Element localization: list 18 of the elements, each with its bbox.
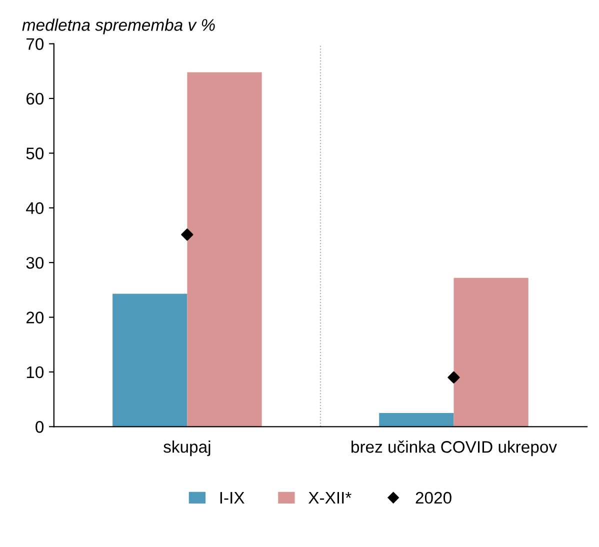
bar: [187, 72, 262, 427]
y-tick-label: 70: [26, 38, 44, 50]
x-tick-label: brez učinka COVID ukrepov: [352, 440, 557, 456]
legend-label: X-XII*: [308, 492, 352, 504]
legend-label: I-IX: [220, 492, 244, 504]
y-tick-label: 10: [26, 366, 44, 378]
y-tick-label: 0: [36, 421, 44, 433]
y-axis-title: medletna sprememba v %: [22, 18, 215, 34]
legend-label: 2020: [416, 492, 452, 504]
x-tick-label: skupaj: [164, 440, 210, 456]
bar: [112, 294, 188, 427]
y-tick-label: 50: [26, 148, 44, 160]
y-tick-label: 30: [26, 256, 44, 269]
y-tick-label: 20: [26, 312, 44, 324]
bar: [379, 412, 454, 427]
y-tick-label: 60: [26, 92, 44, 105]
y-tick-label: 40: [26, 202, 44, 214]
bar: [454, 278, 528, 427]
